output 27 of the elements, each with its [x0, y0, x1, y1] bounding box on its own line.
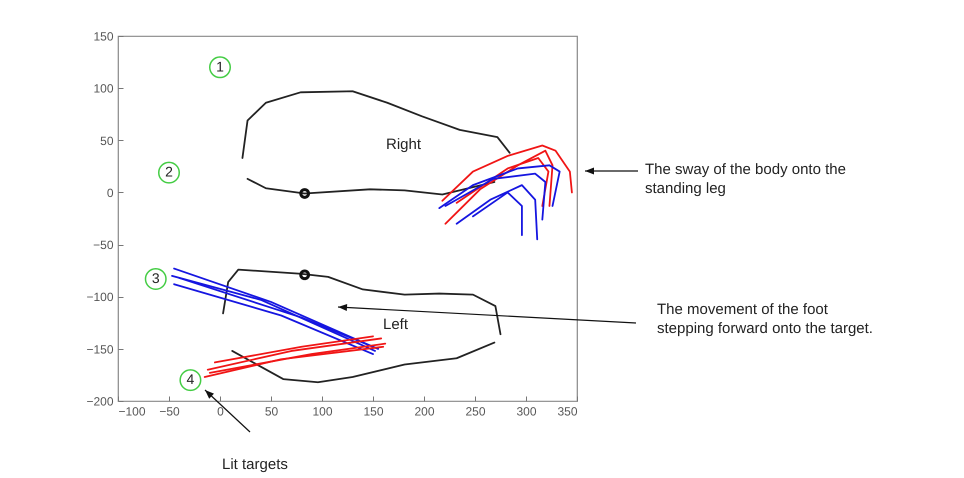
annotation: 4: [186, 371, 195, 388]
x-tick-label: 350: [557, 404, 578, 418]
x-tick-label: 0: [217, 404, 224, 418]
annotation: 1: [216, 58, 224, 74]
x-tick-label: −50: [159, 404, 180, 418]
annotation: Right: [386, 135, 422, 154]
annotation: Left: [383, 315, 410, 334]
x-tick-label: 250: [465, 404, 486, 418]
annotation: 3: [152, 270, 160, 286]
y-tick-label: −100: [86, 290, 114, 304]
text: Lit targets: [222, 455, 289, 474]
y-tick-label: 100: [93, 82, 114, 96]
x-tick-label: 200: [414, 404, 435, 418]
y-tick-label: 150: [93, 30, 114, 44]
x-tick-label: −100: [118, 404, 146, 418]
x-tick-label: 50: [264, 404, 278, 418]
x-tick-label: 150: [363, 404, 384, 418]
y-tick-label: −50: [93, 238, 114, 252]
text: The sway of the body onto the standing leg: [645, 160, 847, 198]
text: The movement of the foot stepping forward onto the target.: [657, 300, 874, 338]
x-tick-label: 100: [312, 404, 333, 418]
y-tick-label: 50: [100, 134, 114, 148]
y-tick-label: 0: [106, 186, 114, 200]
annotation: 2: [165, 164, 174, 180]
x-tick-label: 300: [516, 404, 537, 418]
y-tick-label: −200: [86, 394, 114, 408]
y-tick-label: −150: [86, 342, 114, 356]
